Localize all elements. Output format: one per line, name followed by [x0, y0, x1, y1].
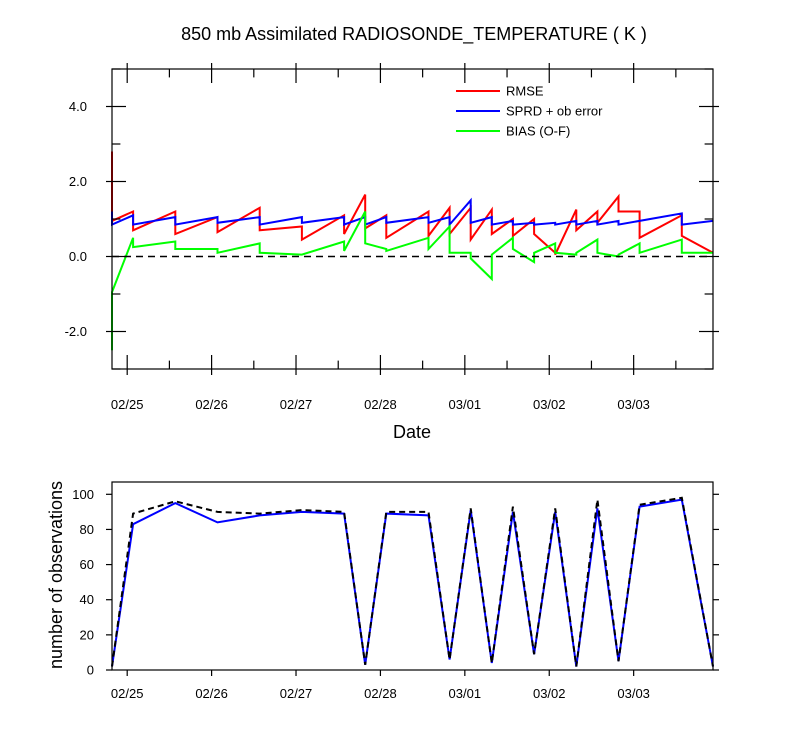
top-series-rmse [111, 151, 714, 256]
x-axis-title: Date [393, 422, 431, 442]
x-tick-label: 03/03 [617, 686, 650, 701]
y-tick-label: 80 [80, 522, 94, 537]
legend-label-1: RMSE [506, 84, 544, 99]
x-tick-label: 02/25 [111, 686, 144, 701]
y-tick-label: 100 [72, 487, 94, 502]
x-tick-label: 02/27 [280, 397, 313, 412]
y-tick-label: 60 [80, 557, 94, 572]
chart-title: 850 mb Assimilated RADIOSONDE_TEMPERATUR… [181, 24, 647, 45]
y-tick-label: 2.0 [69, 174, 87, 189]
x-tick-label: 03/02 [533, 686, 566, 701]
y-tick-label: 20 [80, 627, 94, 642]
x-tick-label: 02/26 [195, 686, 228, 701]
bottom-plot: 02/25 02/26 02/27 02/28 03/01 03/02 03/03 0 20 40… [72, 481, 719, 701]
legend-label-3: BIAS (O-F) [506, 124, 570, 139]
bottom-axes-frame [111, 481, 714, 671]
x-tick-label: 03/01 [449, 686, 482, 701]
bottom-series-used [111, 498, 714, 667]
x-tick-label: 03/02 [533, 397, 566, 412]
legend-label-2: SPRD + ob error [506, 104, 603, 119]
y-tick-label: 0.0 [69, 249, 87, 264]
y-tick-label: 40 [80, 592, 94, 607]
bottom-series-possible [111, 496, 714, 667]
x-tick-label: 02/27 [280, 686, 313, 701]
top-series-bias-o-f- [111, 211, 713, 351]
x-tick-label: 02/28 [364, 397, 397, 412]
x-tick-label: 03/03 [617, 397, 650, 412]
x-tick-label: 02/26 [195, 397, 228, 412]
y-tick-label: 0 [87, 663, 94, 678]
y-tick-label: 4.0 [69, 99, 87, 114]
top-series-sprd-ob-error [111, 197, 714, 228]
x-tick-label: 02/28 [364, 686, 397, 701]
x-tick-label: 03/01 [449, 397, 482, 412]
top-plot: 02/25 02/26 02/27 02/28 03/01 03/02 03/03 -2.0 0… [65, 63, 719, 412]
y-tick-label: -2.0 [65, 324, 87, 339]
x-tick-label: 02/25 [111, 397, 144, 412]
y-axis-title-observations: number of observations [46, 481, 66, 669]
